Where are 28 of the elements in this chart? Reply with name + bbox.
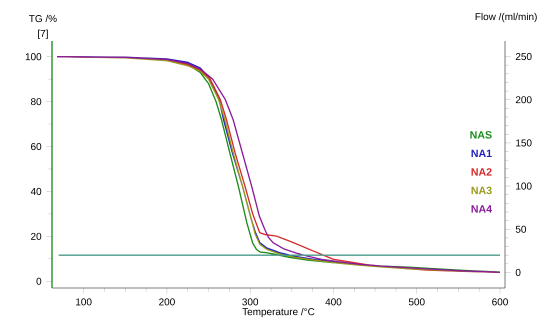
x-tick-label: 100: [76, 298, 92, 306]
y-axis-title: TG /%: [29, 14, 57, 22]
y-tick-label: 0: [36, 278, 42, 285]
x-tick-label: 200: [159, 298, 175, 306]
y2-tick-label: 50: [516, 226, 526, 233]
y-tick-label: 60: [31, 143, 42, 150]
y2-tick-label: 150: [516, 139, 532, 146]
y2-axis-title: Flow /(ml/min): [476, 12, 537, 22]
y2-tick-label: 250: [516, 53, 532, 60]
y-tick-label: 40: [30, 188, 42, 195]
y-tick-label: 80: [30, 98, 42, 106]
line-series: [56, 56, 501, 273]
text: NA2: [472, 168, 492, 176]
y2-tick-label: 0: [516, 268, 521, 276]
x-axis-title: Temperature /°C: [242, 308, 314, 318]
text: [7]: [38, 30, 48, 39]
y2-tick-label: 200: [516, 96, 532, 104]
text: NA3: [472, 186, 492, 194]
text: NAS: [470, 131, 492, 139]
y-tick-label: 100: [26, 53, 42, 60]
text: NA1: [472, 150, 492, 158]
x-tick-label: 300: [242, 298, 258, 306]
y-tick-label: 20: [31, 232, 42, 240]
x-tick-label: 400: [325, 298, 342, 306]
text: NA4: [472, 205, 492, 213]
x-tick-label: 600: [492, 298, 508, 306]
x-tick-label: 500: [408, 298, 425, 306]
y2-tick-label: 100: [516, 182, 532, 190]
